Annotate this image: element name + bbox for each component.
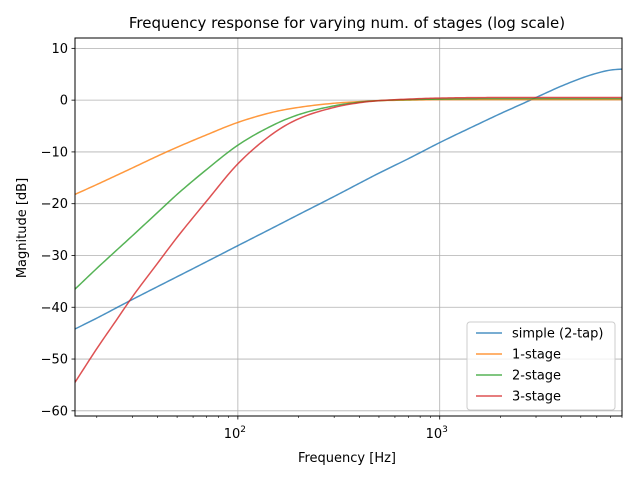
- x-axis-label: Frequency [Hz]: [298, 451, 396, 466]
- x-tick-label: 103: [426, 425, 448, 442]
- series-line-3: [74, 97, 622, 290]
- legend-label: 3-stage: [512, 390, 561, 405]
- chart-title: Frequency response for varying num. of s…: [129, 14, 565, 32]
- legend: simple (2-tap) 1-stage 2-stage 3-stage: [466, 321, 616, 411]
- legend-box: [466, 321, 616, 411]
- y-tick-label: −30: [41, 249, 68, 264]
- y-tick-label: −40: [41, 301, 68, 316]
- legend-label: 2-stage: [512, 369, 561, 384]
- series-line-2: [74, 98, 622, 196]
- y-tick-label: −50: [41, 353, 68, 368]
- y-tick-label: −20: [41, 197, 68, 212]
- y-tick-label: −10: [41, 145, 68, 160]
- axis-ticks: −60 −50 −40 −30 −20 −10 0 10 102 103: [41, 42, 623, 442]
- legend-label: simple (2-tap): [512, 327, 603, 342]
- plot-frame: [74, 37, 623, 417]
- x-tick-label: 102: [224, 425, 246, 442]
- series-lines: [74, 68, 623, 383]
- y-axis-label: Magnitude [dB]: [15, 178, 30, 278]
- y-tick-label: −60: [41, 404, 68, 419]
- y-tick-label: 0: [60, 94, 68, 109]
- series-line-4: [74, 96, 622, 383]
- legend-label: 1-stage: [512, 348, 561, 363]
- y-tick-label: 10: [51, 42, 68, 57]
